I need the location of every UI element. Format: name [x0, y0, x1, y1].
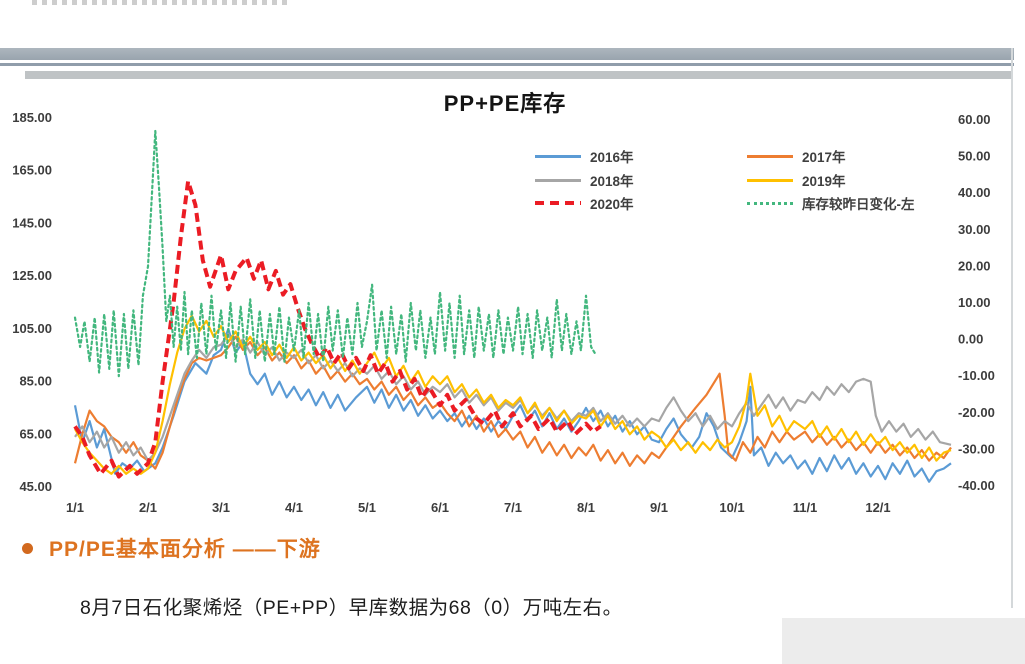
svg-text:105.00: 105.00: [12, 321, 52, 336]
svg-text:60.00: 60.00: [958, 112, 991, 127]
section-heading: PP/PE基本面分析 ——下游: [49, 538, 321, 561]
legend-label-2018: 2018年: [590, 174, 634, 189]
chart-title: PP+PE库存: [443, 91, 567, 116]
legend-item-change: 库存较昨日变化-左: [747, 193, 915, 213]
svg-text:0.00: 0.00: [958, 332, 983, 347]
legend-item-2019: 2019年: [747, 170, 846, 190]
divider-line: [0, 63, 1014, 66]
svg-text:85.00: 85.00: [19, 374, 52, 389]
divider-bar-secondary: [25, 71, 1013, 79]
cutoff-text-fragment: [32, 0, 287, 5]
svg-text:1/1: 1/1: [66, 500, 84, 515]
svg-text:125.00: 125.00: [12, 268, 52, 283]
svg-text:4/1: 4/1: [285, 500, 303, 515]
svg-text:-30.00: -30.00: [958, 441, 995, 456]
svg-text:-40.00: -40.00: [958, 478, 995, 493]
legend-swatch-2020: [535, 201, 581, 205]
legend-label-2019: 2019年: [802, 174, 846, 189]
svg-text:185.00: 185.00: [12, 110, 52, 125]
svg-text:30.00: 30.00: [958, 222, 991, 237]
svg-text:145.00: 145.00: [12, 215, 52, 230]
legend-item-2017: 2017年: [747, 146, 846, 166]
legend-label-2020: 2020年: [590, 197, 634, 212]
slide-right-edge-line: [1011, 48, 1013, 608]
legend-label-2016: 2016年: [590, 150, 634, 165]
body-text: 8月7日石化聚烯烃（PE+PP）早库数据为68（0）万吨左右。: [80, 597, 623, 619]
bottom-right-shade: [782, 618, 1025, 664]
legend-swatch-2019: [747, 178, 793, 182]
legend-swatch-change: [747, 201, 793, 205]
divider-bar-primary: [0, 48, 1014, 60]
legend-item-2016: 2016年: [535, 146, 634, 166]
svg-text:-10.00: -10.00: [958, 368, 995, 383]
svg-text:8/1: 8/1: [577, 500, 595, 515]
legend-label-change: 库存较昨日变化-左: [802, 197, 915, 212]
svg-text:65.00: 65.00: [19, 426, 52, 441]
svg-text:7/1: 7/1: [504, 500, 522, 515]
svg-text:45.00: 45.00: [19, 479, 52, 494]
svg-text:12/1: 12/1: [865, 500, 890, 515]
section-heading-row: PP/PE基本面分析 ——下游: [22, 533, 321, 563]
svg-text:10/1: 10/1: [719, 500, 744, 515]
legend-item-2018: 2018年: [535, 170, 634, 190]
legend-swatch-2016: [535, 154, 581, 158]
legend-item-2020: 2020年: [535, 193, 634, 213]
svg-text:6/1: 6/1: [431, 500, 449, 515]
svg-text:3/1: 3/1: [212, 500, 230, 515]
svg-text:50.00: 50.00: [958, 149, 991, 164]
svg-text:165.00: 165.00: [12, 163, 52, 178]
legend-swatch-2018: [535, 178, 581, 182]
svg-text:2/1: 2/1: [139, 500, 157, 515]
svg-text:5/1: 5/1: [358, 500, 376, 515]
legend-label-2017: 2017年: [802, 150, 846, 165]
svg-text:40.00: 40.00: [958, 185, 991, 200]
bullet-icon: [22, 542, 33, 554]
legend-swatch-2017: [747, 154, 793, 158]
svg-text:9/1: 9/1: [650, 500, 668, 515]
svg-text:-20.00: -20.00: [958, 405, 995, 420]
svg-text:20.00: 20.00: [958, 258, 991, 273]
svg-text:11/1: 11/1: [793, 500, 818, 515]
svg-text:10.00: 10.00: [958, 295, 991, 310]
